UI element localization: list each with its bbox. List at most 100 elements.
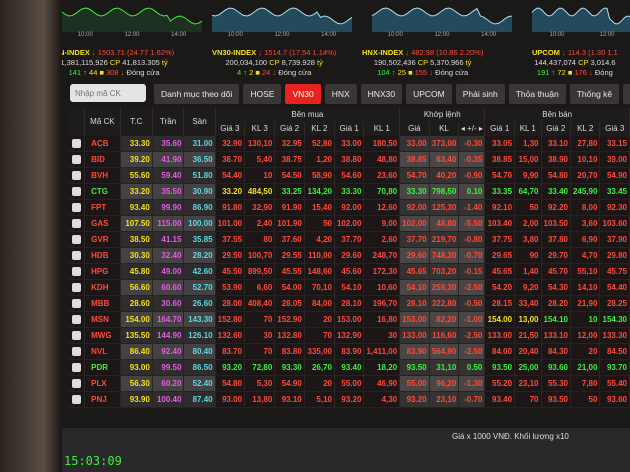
bid-price[interactable]: 55.00 — [334, 375, 365, 392]
ask-price[interactable]: 103.60 — [599, 215, 630, 232]
bid-price[interactable]: 54.80 — [215, 375, 246, 392]
bid-volume[interactable]: 23,60 — [363, 167, 401, 184]
ask-volume[interactable]: 1,30 — [514, 136, 542, 152]
bid-price[interactable]: 101.00 — [215, 215, 246, 232]
bid-volume[interactable]: 484,50 — [244, 183, 276, 200]
bid-price[interactable]: 28.00 — [215, 295, 246, 312]
ask-volume[interactable]: 64,70 — [514, 183, 542, 200]
ask-volume[interactable]: 7,80 — [570, 375, 601, 392]
ask-volume[interactable]: 23,10 — [514, 375, 542, 392]
tab-hnx30[interactable]: HNX30 — [360, 84, 403, 104]
bid-price[interactable]: 38.70 — [215, 151, 246, 168]
ask-price[interactable]: 45.65 — [484, 263, 516, 280]
ask-price[interactable]: 33.15 — [599, 136, 630, 152]
row-checkbox[interactable] — [71, 139, 81, 148]
stock-row[interactable]: PNJ 93.90 100.40 87.40 93.00 13,80 93.10 5,10 93… — [68, 391, 630, 408]
bid-price[interactable]: 45.55 — [274, 263, 305, 280]
tab-thỏa-thuận[interactable]: Thỏa thuận — [508, 84, 566, 104]
bid-price[interactable]: 38.75 — [274, 151, 305, 168]
stock-row[interactable]: NVL 86.40 92.40 80.40 83.70 70 83.80 335,00 83.9… — [68, 343, 630, 360]
bid-price[interactable]: 132.60 — [215, 327, 246, 344]
bid-volume[interactable]: 30 — [244, 327, 276, 344]
bid-price[interactable]: 54.10 — [334, 279, 365, 296]
bid-volume[interactable]: 13,80 — [244, 391, 276, 408]
bid-volume[interactable]: 899,50 — [244, 263, 276, 280]
bid-volume[interactable]: 84,00 — [304, 295, 335, 312]
bid-volume[interactable]: 32,90 — [244, 199, 276, 216]
symbol[interactable]: GAS — [84, 215, 121, 232]
bid-volume[interactable]: 20 — [304, 375, 335, 392]
bid-price[interactable]: 92.00 — [334, 199, 365, 216]
stock-row[interactable]: GVR 38.50 41.15 35.85 37.55 80 37.60 4,20 37.70 2… — [68, 231, 630, 248]
ask-price[interactable]: 33.05 — [484, 136, 516, 152]
bid-price[interactable]: 54.60 — [334, 167, 365, 184]
stock-row[interactable]: HPG 45.80 49.00 42.60 45.50 899,50 45.55 148,60… — [68, 263, 630, 280]
ask-volume[interactable]: 21,00 — [570, 359, 601, 376]
bid-volume[interactable]: 172,30 — [363, 263, 401, 280]
row-checkbox[interactable] — [71, 331, 81, 340]
stock-row[interactable]: ACB 33.30 35.60 31.00 32.90 130,10 32.95 52,80 3… — [68, 136, 630, 152]
bid-price[interactable]: 37.60 — [274, 231, 305, 248]
bid-volume[interactable]: 248,70 — [363, 247, 401, 264]
ask-price[interactable]: 93.50 — [484, 359, 516, 376]
symbol[interactable]: PNJ — [84, 391, 121, 408]
bid-price[interactable]: 28.05 — [274, 295, 305, 312]
ask-volume[interactable]: 6,90 — [570, 231, 601, 248]
row-checkbox[interactable] — [71, 203, 81, 212]
bid-price[interactable]: 101.90 — [274, 215, 305, 232]
bid-price[interactable]: 32.90 — [215, 136, 246, 152]
symbol-search-input[interactable] — [70, 84, 146, 102]
bid-price[interactable]: 53.90 — [215, 279, 246, 296]
ask-price[interactable]: 29.70 — [541, 247, 571, 264]
bid-volume[interactable]: 58,90 — [304, 167, 335, 184]
ask-volume[interactable]: 90 — [514, 247, 542, 264]
symbol[interactable]: BVH — [84, 167, 121, 184]
ask-price[interactable]: 84.50 — [599, 343, 630, 360]
ask-price[interactable]: 154.10 — [541, 311, 571, 328]
ask-volume[interactable]: 9,20 — [514, 279, 542, 296]
bid-volume[interactable]: 408,40 — [244, 295, 276, 312]
stock-row[interactable]: GAS 107.50 115.00 100.00 101.00 2,40 101.90 50 1… — [68, 215, 630, 232]
symbol[interactable]: HPG — [84, 263, 121, 280]
bid-price[interactable]: 28.10 — [334, 295, 365, 312]
bid-price[interactable]: 93.40 — [334, 359, 365, 376]
bid-volume[interactable]: 20 — [304, 311, 335, 328]
bid-price[interactable]: 33.20 — [215, 183, 246, 200]
bid-price[interactable]: 93.30 — [274, 359, 305, 376]
row-checkbox[interactable] — [71, 347, 81, 356]
row-checkbox[interactable] — [71, 219, 81, 228]
ask-price[interactable]: 33.45 — [599, 183, 630, 200]
stock-row[interactable]: MBB 28.60 30.60 26.60 28.00 408,40 28.05 84,00 2… — [68, 295, 630, 312]
ask-price[interactable]: 103.50 — [541, 215, 571, 232]
ask-price[interactable]: 55.30 — [541, 375, 571, 392]
bid-volume[interactable]: 2,40 — [244, 215, 276, 232]
bid-volume[interactable]: 70 — [244, 343, 276, 360]
bid-volume[interactable]: 15,40 — [304, 199, 335, 216]
bid-volume[interactable]: 70,10 — [304, 279, 335, 296]
bid-price[interactable]: 32.95 — [274, 136, 305, 152]
bid-price[interactable]: 91.80 — [215, 199, 246, 216]
ask-price[interactable]: 84.30 — [541, 343, 571, 360]
ask-volume[interactable]: 3,60 — [570, 215, 601, 232]
symbol[interactable]: GVR — [84, 231, 121, 248]
bid-volume[interactable]: 6,60 — [244, 279, 276, 296]
ask-volume[interactable]: 245,90 — [570, 183, 601, 200]
bid-price[interactable]: 83.80 — [274, 343, 305, 360]
ask-volume[interactable]: 21,90 — [570, 295, 601, 312]
ask-price[interactable]: 133.30 — [599, 327, 630, 344]
symbol[interactable]: MBB — [84, 295, 121, 312]
ask-volume[interactable]: 4,70 — [570, 247, 601, 264]
ask-volume[interactable]: 10 — [570, 311, 601, 328]
bid-volume[interactable]: 9,00 — [363, 215, 401, 232]
stock-row[interactable]: FPT 93.40 99.90 86.90 91.80 32,90 91.90 15,40 92… — [68, 199, 630, 216]
bid-price[interactable]: 83.70 — [215, 343, 246, 360]
bid-price[interactable]: 38.80 — [334, 151, 365, 168]
bid-price[interactable]: 33.25 — [274, 183, 305, 200]
row-checkbox[interactable] — [71, 363, 81, 372]
symbol[interactable]: PDR — [84, 359, 121, 376]
bid-volume[interactable]: 10,60 — [363, 279, 401, 296]
ask-price[interactable]: 28.25 — [599, 295, 630, 312]
bid-price[interactable]: 29.60 — [334, 247, 365, 264]
bid-volume[interactable]: 110,00 — [304, 247, 335, 264]
bid-volume[interactable]: 16,80 — [363, 311, 401, 328]
